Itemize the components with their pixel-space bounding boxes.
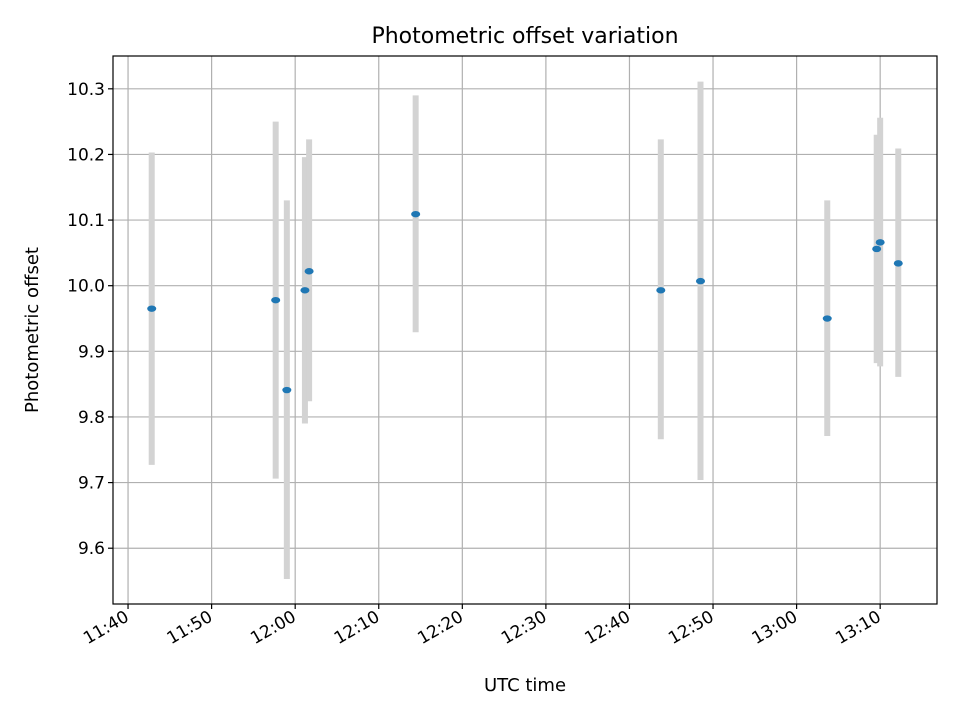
y-ticks: 9.6 9.7 9.8 9.9 10.0 10.1 10.2 10.3 xyxy=(67,80,113,559)
data-point xyxy=(695,277,705,285)
plot-frame xyxy=(112,55,938,605)
y-tick-label: 9.8 xyxy=(78,408,105,428)
y-tick-label: 10.0 xyxy=(67,277,105,297)
data-point xyxy=(304,268,314,275)
data-point xyxy=(656,287,666,294)
data-point xyxy=(411,210,421,218)
y-tick-label: 9.6 xyxy=(78,539,105,559)
y-tick-label: 9.7 xyxy=(78,474,105,494)
y-axis-label: Photometric offset xyxy=(22,247,43,413)
data-point xyxy=(147,305,157,312)
data-point xyxy=(875,239,885,246)
y-tick-label: 10.2 xyxy=(67,145,105,165)
y-tick-label: 10.3 xyxy=(67,80,105,100)
y-tick-label: 9.9 xyxy=(78,342,105,362)
data-point xyxy=(872,245,882,253)
chart-title: Photometric offset variation xyxy=(371,24,678,49)
data-point xyxy=(271,296,281,304)
data-point xyxy=(282,386,292,394)
data-point xyxy=(822,315,832,322)
data-point xyxy=(893,260,903,267)
y-tick-label: 10.1 xyxy=(67,211,105,231)
x-grid xyxy=(127,56,881,604)
x-axis-label: UTC time xyxy=(484,675,566,696)
data-point xyxy=(300,287,310,294)
y-grid xyxy=(113,88,937,549)
data-points xyxy=(147,210,903,394)
